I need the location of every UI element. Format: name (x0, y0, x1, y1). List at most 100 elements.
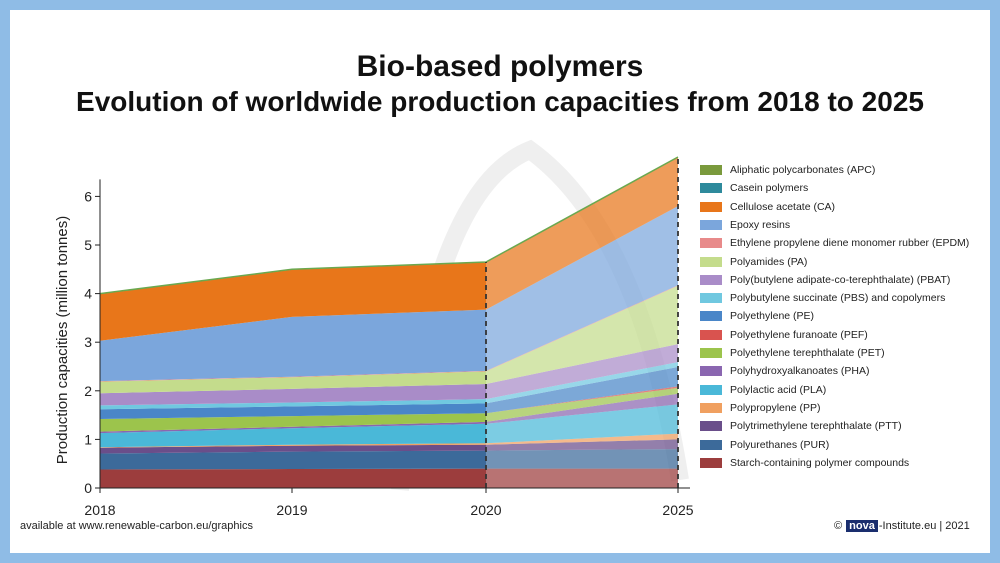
legend-swatch (700, 293, 722, 304)
legend-item: Polypropylene (PP) (700, 401, 820, 415)
y-tick-label: 2 (84, 383, 92, 399)
legend-swatch (700, 311, 722, 322)
legend-swatch (700, 329, 722, 340)
area-epoxy-resins-forecast (486, 206, 678, 371)
legend-label: Polybutylene succinate (PBS) and copolym… (730, 292, 946, 305)
legend-label: Ethylene propylene diene monomer rubber … (730, 237, 970, 250)
legend-label: Cellulose acetate (CA) (730, 200, 836, 213)
x-tick-label: 2020 (470, 502, 501, 518)
total-outline (99, 156, 679, 295)
legend-item: Cellulose acetate (CA) (700, 200, 835, 214)
x-tick-label: 2019 (276, 502, 307, 518)
legend-label: Starch-containing polymer compounds (730, 456, 910, 469)
legend-swatch (700, 402, 722, 413)
legend-label: Polyethylene furanoate (PEF) (730, 328, 868, 341)
area-poly-butylene-adipate-co-terephthalate-pbat-historical (100, 384, 486, 406)
y-tick-label: 4 (84, 286, 92, 302)
legend-label: Polyethylene terephthalate (PET) (730, 347, 885, 359)
area-polyhydroxyalkanoates-pha-forecast (486, 393, 678, 424)
legend-swatch (700, 274, 722, 285)
legend-item: Poly(butylene adipate-co-terephthalate) … (700, 273, 950, 287)
legend-item: Polyethylene (PE) (700, 309, 814, 323)
legend-swatch (700, 165, 722, 175)
legend-item: Polytrimethylene terephthalate (PTT) (700, 419, 902, 433)
area-ethylene-propylene-diene-monomer-rubber-epdm-historical (100, 370, 486, 382)
legend-item: Aliphatic polycarbonates (APC) (700, 163, 875, 177)
area-polypropylene-pp-historical (100, 443, 486, 448)
area-polybutylene-succinate-pbs-and-copolymers-forecast (486, 362, 678, 404)
source-note: available at www.renewable-carbon.eu/gra… (20, 520, 253, 532)
legend-swatch (700, 457, 722, 468)
legend-item: Epoxy resins (700, 218, 790, 232)
area-polyurethanes-pur-forecast (486, 449, 678, 469)
legend-item: Casein polymers (700, 181, 808, 195)
area-polyethylene-furanoate-pef-forecast (486, 386, 678, 414)
credit-text: -Institute.eu | 2021 (878, 520, 970, 532)
legend-label: Polypropylene (PP) (730, 401, 821, 414)
area-epoxy-resins-historical (100, 309, 486, 382)
y-tick-label: 6 (84, 188, 92, 204)
area-polyhydroxyalkanoates-pha-historical (100, 421, 486, 434)
area-polypropylene-pp-forecast (486, 433, 678, 445)
area-polyethylene-pe-forecast (486, 367, 678, 414)
legend-label: Polytrimethylene terephthalate (PTT) (730, 420, 902, 433)
legend-swatch (700, 183, 722, 194)
legend-item: Polybutylene succinate (PBS) and copolym… (700, 291, 945, 305)
area-polylactic-acid-pla-historical (100, 423, 486, 448)
legend-swatch (700, 348, 722, 358)
area-polytrimethylene-terephthalate-ptt-forecast (486, 439, 678, 451)
area-polyamides-pa-historical (100, 371, 486, 394)
area-polyethylene-terephthalate-pet-historical (100, 413, 486, 432)
legend-swatch (700, 219, 722, 230)
legend-item: Ethylene propylene diene monomer rubber … (700, 236, 969, 250)
legend-label: Poly(butylene adipate-co-terephthalate) … (730, 273, 951, 286)
legend-label: Polyamides (PA) (730, 255, 808, 268)
x-tick-label: 2018 (84, 502, 115, 518)
y-tick-label: 5 (84, 237, 92, 253)
legend-item: Polyurethanes (PUR) (700, 438, 829, 452)
legend-item: Polyethylene furanoate (PEF) (700, 328, 868, 342)
legend-label: Polyethylene (PE) (730, 310, 815, 323)
legend-swatch (700, 384, 722, 395)
y-tick-label: 1 (84, 431, 92, 447)
legend-swatch (700, 256, 722, 267)
y-tick-label: 3 (84, 334, 92, 350)
legend-swatch (700, 366, 722, 377)
legend-item: Starch-containing polymer compounds (700, 456, 909, 470)
area-polyethylene-terephthalate-pet-forecast (486, 387, 678, 422)
legend-swatch (700, 439, 722, 450)
x-tick-label: 2025 (662, 502, 693, 518)
area-polybutylene-succinate-pbs-and-copolymers-historical (100, 399, 486, 410)
area-polyamides-pa-forecast (486, 285, 678, 384)
legend-item: Polyethylene terephthalate (PET) (700, 346, 885, 360)
area-polytrimethylene-terephthalate-ptt-historical (100, 444, 486, 454)
legend-label: Aliphatic polycarbonates (APC) (730, 164, 876, 176)
chart-title: Bio-based polymers (356, 50, 644, 83)
legend-label: Polyurethanes (PUR) (730, 438, 830, 451)
area-cellulose-acetate-ca-forecast (486, 157, 678, 310)
legend-item: Polyhydroxyalkanoates (PHA) (700, 364, 869, 378)
area-polyurethanes-pur-historical (100, 450, 486, 470)
area-starch-containing-polymer-compounds-forecast (486, 468, 678, 488)
axes: 0 1 2 3 4 5 6 2018 2019 2020 2025 Production capaci… (54, 157, 694, 518)
legend-swatch (700, 201, 722, 212)
y-tick-label: 0 (84, 480, 92, 496)
legend-label: Polyhydroxyalkanoates (PHA) (730, 365, 870, 378)
area-polylactic-acid-pla-forecast (486, 404, 678, 444)
chart-subtitle: Evolution of worldwide production capaci… (76, 86, 924, 117)
legend-label: Epoxy resins (730, 218, 791, 231)
area-ethylene-propylene-diene-monomer-rubber-epdm-forecast (486, 285, 678, 372)
area-poly-butylene-adipate-co-terephthalate-pbat-forecast (486, 344, 678, 400)
legend-label: Polylactic acid (PLA) (730, 383, 827, 396)
copyright-symbol: © (834, 520, 843, 532)
legend-swatch (700, 238, 722, 249)
y-axis-label: Production capacities (million tonnes) (54, 216, 71, 464)
area-starch-containing-polymer-compounds-historical (100, 468, 486, 488)
nova-logo: nova (846, 520, 878, 532)
legend-item: Polylactic acid (PLA) (700, 383, 826, 397)
credit-line: © nova -Institute.eu | 2021 (834, 520, 970, 532)
legend-label: Casein polymers (730, 182, 809, 195)
area-polyethylene-pe-historical (100, 403, 486, 419)
area-layers (99, 156, 679, 488)
